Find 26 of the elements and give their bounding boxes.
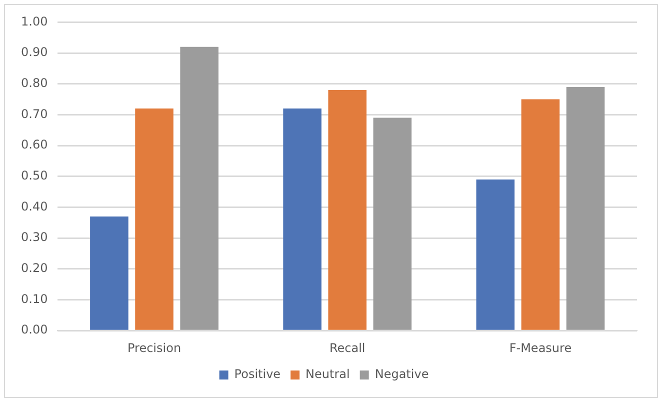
y-tick-label: 0.40 bbox=[21, 199, 48, 214]
legend-label: Negative bbox=[374, 367, 429, 382]
y-tick-label: 0.90 bbox=[21, 45, 48, 60]
y-tick-label: 1.00 bbox=[21, 14, 48, 28]
y-tick-label: 0.50 bbox=[21, 168, 48, 183]
legend-label: Neutral bbox=[306, 367, 350, 382]
bar bbox=[283, 108, 322, 330]
y-tick-label: 0.80 bbox=[21, 76, 48, 90]
y-tick-label: 0.00 bbox=[21, 322, 48, 337]
bar bbox=[328, 90, 367, 330]
bar bbox=[476, 179, 515, 330]
legend-label: Positive bbox=[234, 367, 281, 382]
bar bbox=[180, 46, 218, 330]
x-tick-label: Precision bbox=[127, 340, 182, 355]
y-tick-label: 0.30 bbox=[21, 230, 48, 244]
bar bbox=[135, 108, 174, 330]
y-tick-label: 0.60 bbox=[21, 138, 48, 152]
bar bbox=[90, 216, 128, 330]
bar bbox=[373, 118, 412, 330]
bar bbox=[521, 99, 560, 330]
y-tick-label: 0.10 bbox=[21, 292, 48, 306]
y-tick-label: 0.70 bbox=[21, 106, 48, 121]
bar bbox=[566, 86, 605, 330]
y-tick-label: 0.20 bbox=[21, 261, 48, 276]
x-tick-label: F-Measure bbox=[509, 340, 572, 355]
x-tick-label: Recall bbox=[329, 340, 366, 355]
